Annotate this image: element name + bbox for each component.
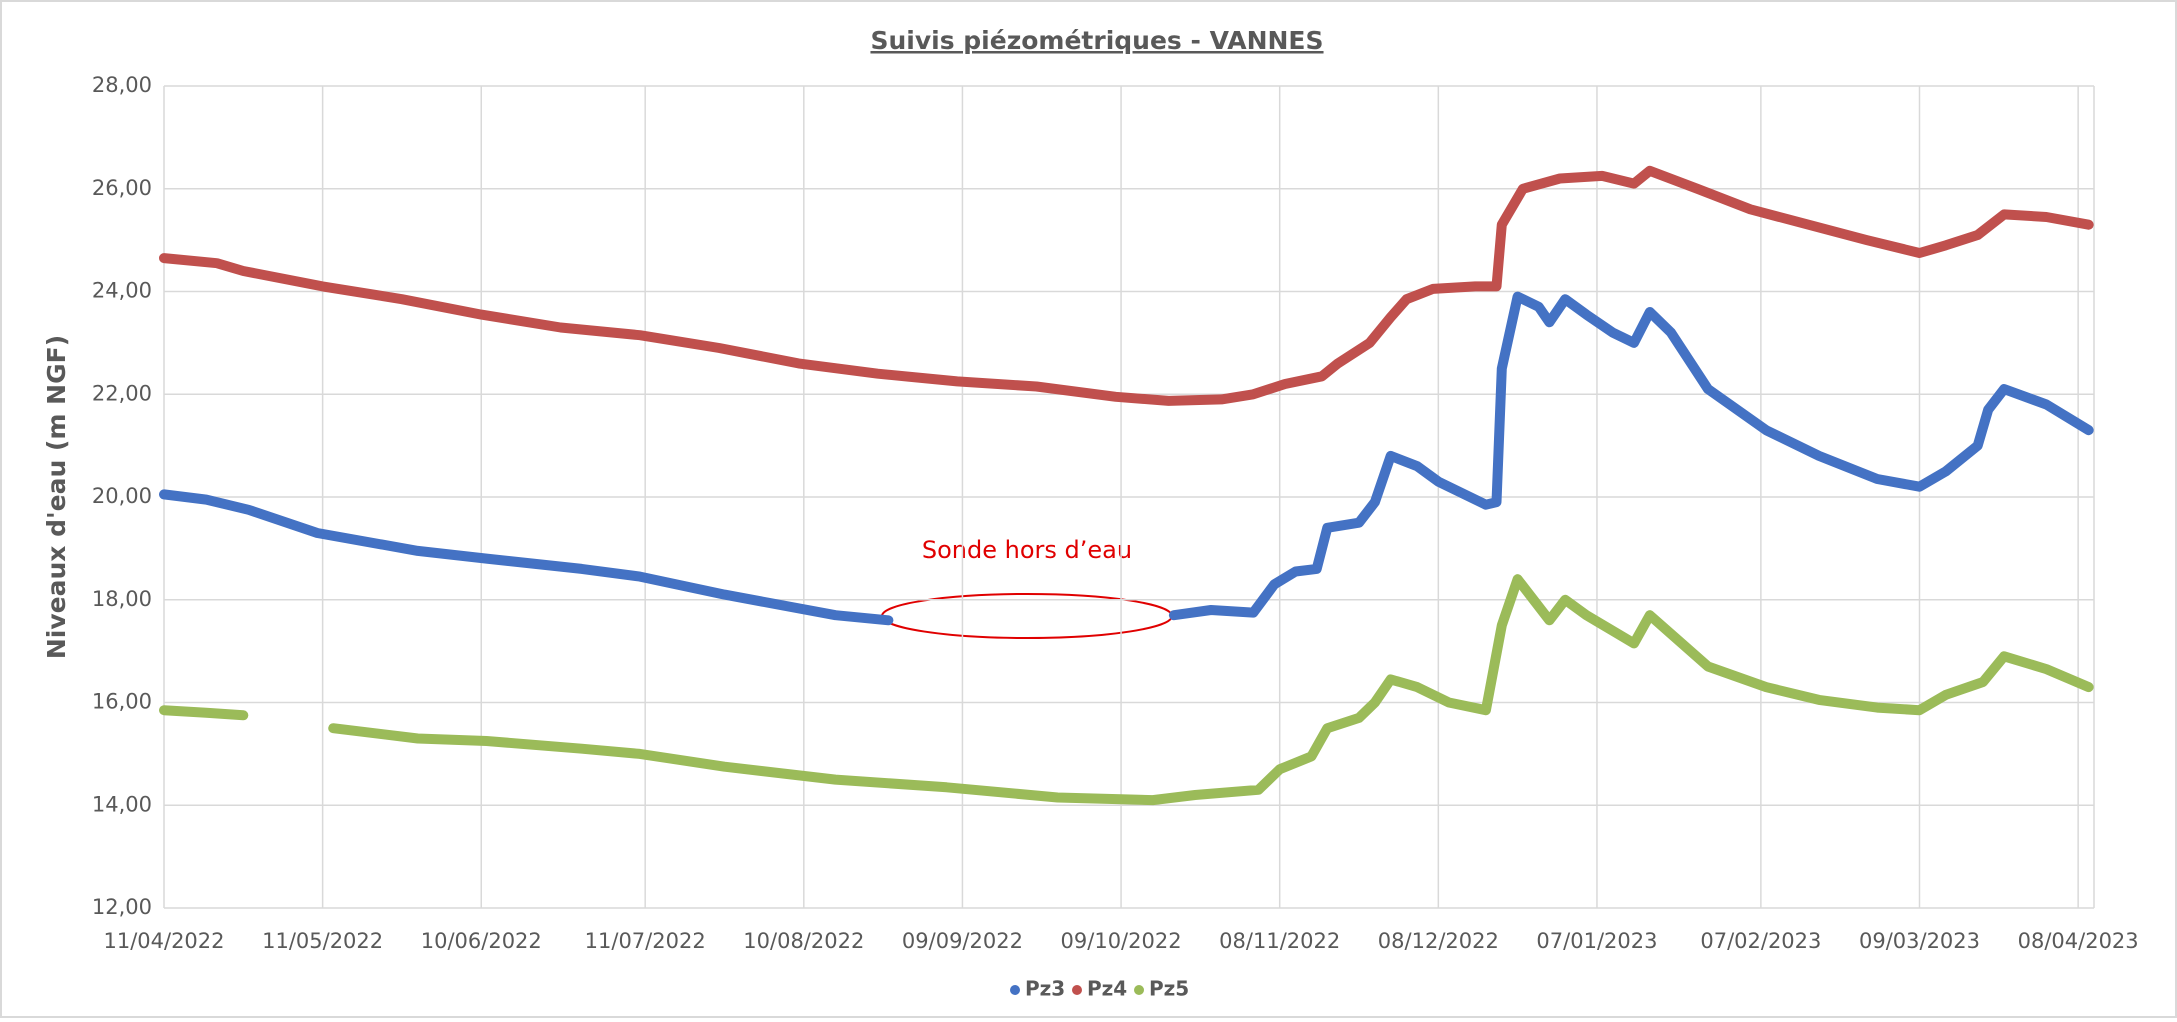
x-tick-label: 10/08/2022 xyxy=(743,929,864,953)
y-axis-label: Niveaux d'eau (m NGF) xyxy=(42,335,71,659)
annotation: Sonde hors d’eau xyxy=(922,536,1132,564)
legend-marker xyxy=(1010,985,1020,995)
x-tick-label: 08/04/2023 xyxy=(2018,929,2139,953)
y-tick-label: 16,00 xyxy=(92,690,152,714)
x-tick-label: 07/01/2023 xyxy=(1536,929,1657,953)
x-tick-label: 09/09/2022 xyxy=(902,929,1023,953)
x-tick-label: 08/11/2022 xyxy=(1219,929,1340,953)
legend-marker xyxy=(1134,985,1144,995)
y-tick-label: 18,00 xyxy=(92,587,152,611)
x-tick-label: 07/02/2023 xyxy=(1700,929,1821,953)
y-tick-label: 24,00 xyxy=(92,279,152,303)
legend-label: Pz4 xyxy=(1087,977,1127,1001)
y-tick-label: 22,00 xyxy=(92,381,152,405)
series-line xyxy=(159,574,2094,806)
y-tick-label: 12,00 xyxy=(92,895,152,919)
y-tick-label: 26,00 xyxy=(92,176,152,200)
x-tick-label: 11/07/2022 xyxy=(585,929,706,953)
legend-label: Pz3 xyxy=(1025,977,1065,1001)
x-tick-label: 09/10/2022 xyxy=(1061,929,1182,953)
x-tick-label: 11/04/2022 xyxy=(103,929,224,953)
legend-marker xyxy=(1072,985,1082,995)
x-tick-label: 11/05/2022 xyxy=(262,929,383,953)
chart-title: Suivis piézométriques - VANNES xyxy=(870,26,1323,55)
series-line xyxy=(159,165,2094,406)
x-tick-label: 10/06/2022 xyxy=(421,929,542,953)
y-tick-label: 20,00 xyxy=(92,484,152,508)
y-tick-label: 14,00 xyxy=(92,792,152,816)
y-tick-label: 28,00 xyxy=(92,73,152,97)
x-tick-label: 08/12/2022 xyxy=(1378,929,1499,953)
x-tick-label: 09/03/2023 xyxy=(1859,929,1980,953)
legend-label: Pz5 xyxy=(1149,977,1189,1001)
series-line xyxy=(159,291,2094,626)
